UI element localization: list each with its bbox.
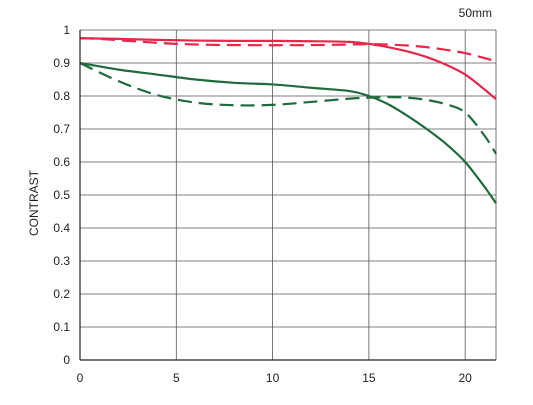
axes: [79, 30, 496, 361]
x-tick-label: 5: [173, 371, 180, 385]
y-tick-label: 0.4: [53, 221, 70, 235]
y-tick-label: 0.1: [53, 320, 70, 334]
tick-labels: 00.10.20.30.40.50.60.70.80.910 5 10 15 20: [53, 23, 472, 385]
y-tick-label: 0.8: [53, 89, 70, 103]
series-line-3-solid: [79, 61, 497, 204]
y-tick-label: 0.3: [53, 254, 70, 268]
x-tick-label: 20: [459, 371, 473, 385]
grid: [80, 29, 497, 360]
y-tick-label: 0.5: [53, 188, 70, 202]
x-tick-label: 15: [362, 371, 376, 385]
y-tick-label: 0.6: [53, 155, 70, 169]
series-line-4-dashed: [79, 62, 497, 155]
series-line-1-solid: [79, 37, 497, 101]
chart-title: 50mm: [459, 6, 492, 20]
y-tick-label: 0.7: [53, 122, 70, 136]
y-tick-label: 1: [63, 23, 70, 37]
y-axis-label: CONTRAST: [27, 169, 41, 236]
series-layer: [79, 37, 497, 204]
x-tick-label: 10: [266, 371, 280, 385]
y-tick-label: 0.9: [53, 56, 70, 70]
x-tick-label: 0: [77, 371, 84, 385]
y-tick-label: 0: [63, 353, 70, 367]
y-tick-label: 0.2: [53, 287, 70, 301]
